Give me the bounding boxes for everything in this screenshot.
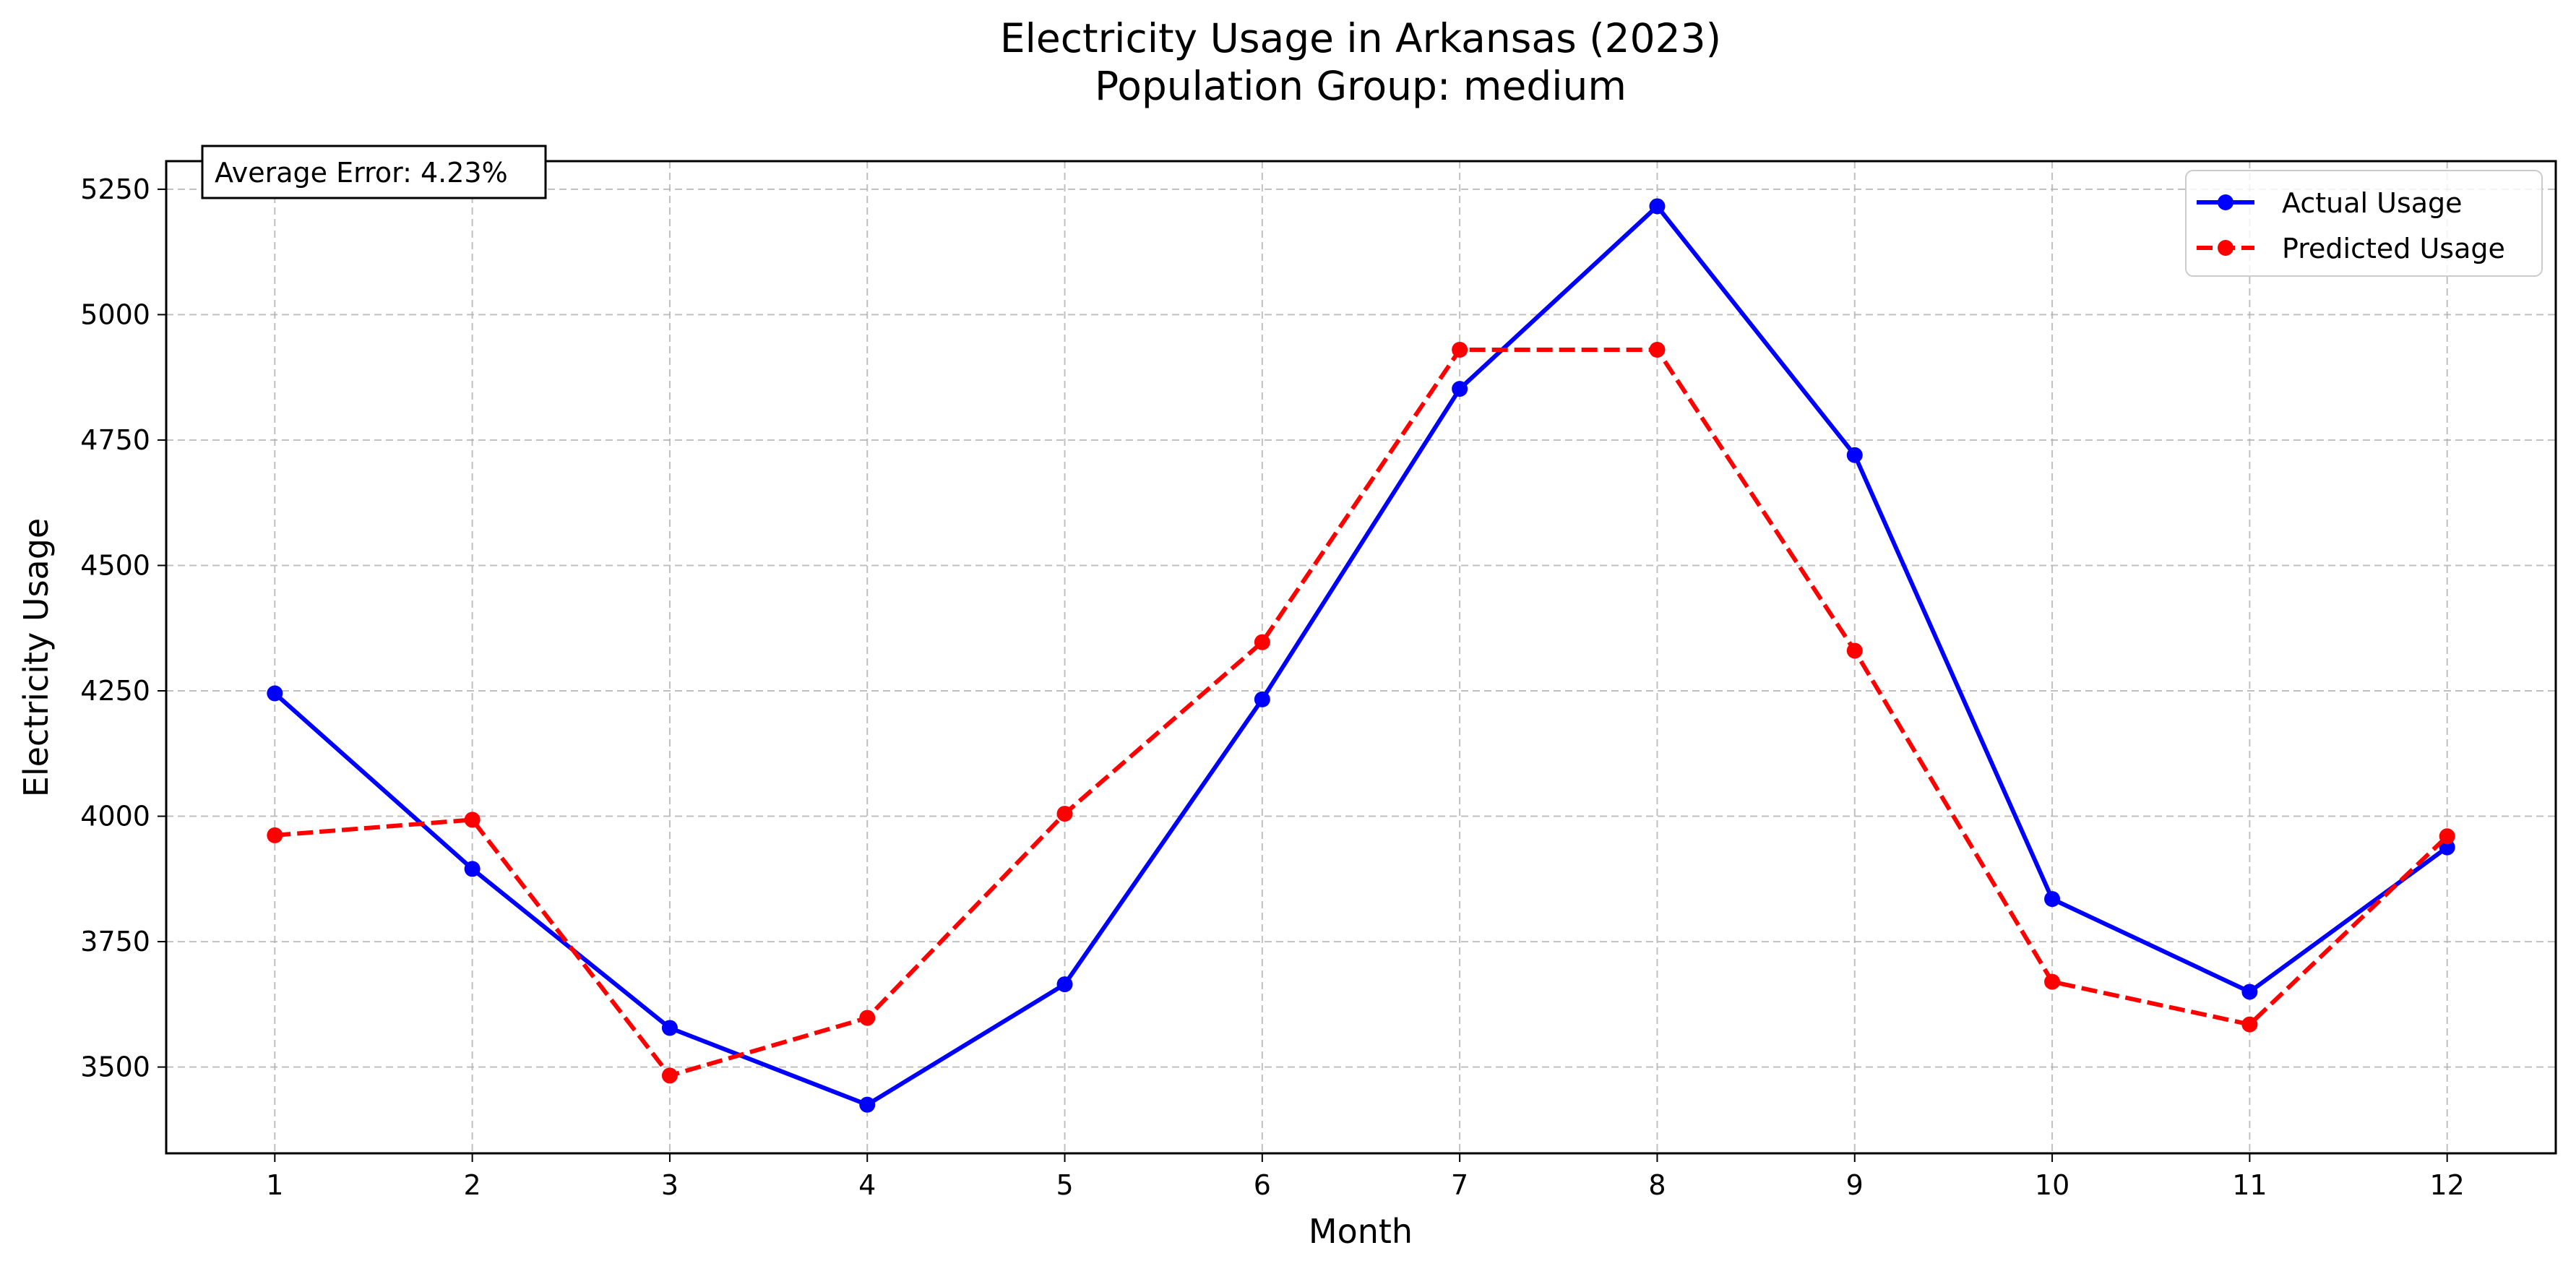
y-tick-label: 3500: [80, 1051, 150, 1083]
x-tick-label: 11: [2232, 1169, 2267, 1201]
series-line-actual: [273, 204, 2449, 1107]
y-tick-label: 4000: [80, 801, 150, 832]
data-point-predicted: [1846, 642, 1863, 659]
y-tick-label: 4750: [80, 424, 150, 456]
x-tick-label: 3: [661, 1169, 679, 1201]
data-point-predicted: [267, 827, 283, 843]
x-tick-label: 12: [2430, 1169, 2465, 1201]
y-tick-label: 5250: [80, 173, 150, 205]
data-point-predicted: [1254, 634, 1270, 650]
chart-title: Electricity Usage in Arkansas (2023): [1000, 15, 1721, 61]
x-tick-label: 7: [1451, 1169, 1468, 1201]
data-point-actual: [1452, 381, 1468, 397]
data-point-actual: [859, 1096, 876, 1113]
grid: [166, 161, 2556, 1153]
data-point-actual: [1649, 198, 1666, 215]
y-tick-label: 4500: [80, 549, 150, 581]
annotation-box: [201, 145, 547, 199]
x-tick-label: 5: [1056, 1169, 1073, 1201]
legend-marker-predicted: [2218, 240, 2233, 256]
data-point-actual: [1254, 691, 1270, 707]
x-axis-ticks: 1 2 3 4 5 6 7 8 9 10 11 12: [266, 1153, 2465, 1201]
data-point-predicted: [464, 812, 481, 828]
x-tick-label: 8: [1648, 1169, 1666, 1201]
data-point-actual: [1846, 447, 1863, 463]
average-error-box: Average Error: 4.23%: [201, 145, 547, 199]
data-point-predicted: [1056, 806, 1073, 822]
series-line-predicted: [275, 348, 2449, 1078]
data-point-predicted: [1649, 341, 1666, 358]
y-axis-label: Electricity Usage: [17, 518, 56, 797]
data-point-actual: [2044, 891, 2061, 908]
legend-label-predicted: Predicted Usage: [2282, 233, 2505, 264]
y-tick-label: 5000: [80, 298, 150, 330]
data-point-predicted: [661, 1067, 678, 1084]
average-error-label: Average Error: 4.23%: [215, 157, 508, 189]
data-point-predicted: [1452, 341, 1468, 358]
y-tick-label: 4250: [80, 675, 150, 707]
plot-frame: [165, 160, 2557, 1155]
x-tick-label: 2: [464, 1169, 481, 1201]
chart-subtitle: Population Group: medium: [1095, 63, 1627, 109]
data-point-predicted: [2241, 1016, 2258, 1033]
data-point-actual: [661, 1020, 678, 1036]
data-point-actual: [1056, 976, 1073, 993]
data-point-actual: [2439, 839, 2455, 856]
data-point-predicted: [2439, 828, 2455, 845]
data-point-actual: [2241, 984, 2258, 1000]
x-tick-label: 1: [266, 1169, 283, 1201]
x-tick-label: 4: [858, 1169, 876, 1201]
data-point-predicted: [859, 1010, 876, 1026]
data-point-actual: [464, 861, 481, 877]
x-axis-label: Month: [1309, 1212, 1413, 1251]
legend-box: [2185, 170, 2543, 277]
x-tick-label: 10: [2035, 1169, 2069, 1201]
data-point-actual: [267, 685, 283, 702]
series-layer: [267, 198, 2455, 1113]
y-tick-label: 3750: [80, 926, 150, 957]
legend: Actual Usage Predicted Usage: [2185, 170, 2543, 277]
x-tick-label: 9: [1846, 1169, 1864, 1201]
x-tick-label: 6: [1254, 1169, 1271, 1201]
legend-label-actual: Actual Usage: [2282, 187, 2463, 219]
y-axis-ticks: 3500 3750 4000 4250 4500 4750 5000 5250: [80, 173, 166, 1083]
legend-marker-actual: [2218, 194, 2233, 210]
data-point-predicted: [2044, 973, 2061, 990]
